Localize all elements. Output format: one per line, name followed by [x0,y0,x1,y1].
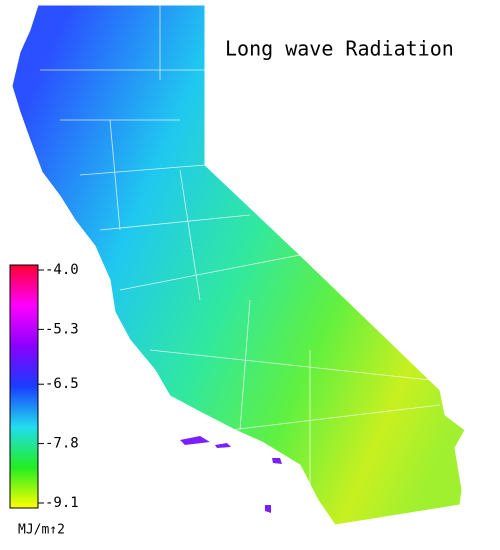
tick-label: -5.3 [45,321,79,337]
islands [180,436,282,513]
colorbar [9,264,39,509]
map-title: Long wave Radiation [225,37,454,61]
california [11,4,466,526]
tick-label: -7.8 [45,436,79,452]
colorbar-label: MJ/m↑2 [18,523,65,538]
county-lines [40,5,441,520]
tick-label: -6.5 [45,376,79,392]
tick-label: -9.1 [45,495,79,511]
tick-label: -4.0 [45,262,79,278]
